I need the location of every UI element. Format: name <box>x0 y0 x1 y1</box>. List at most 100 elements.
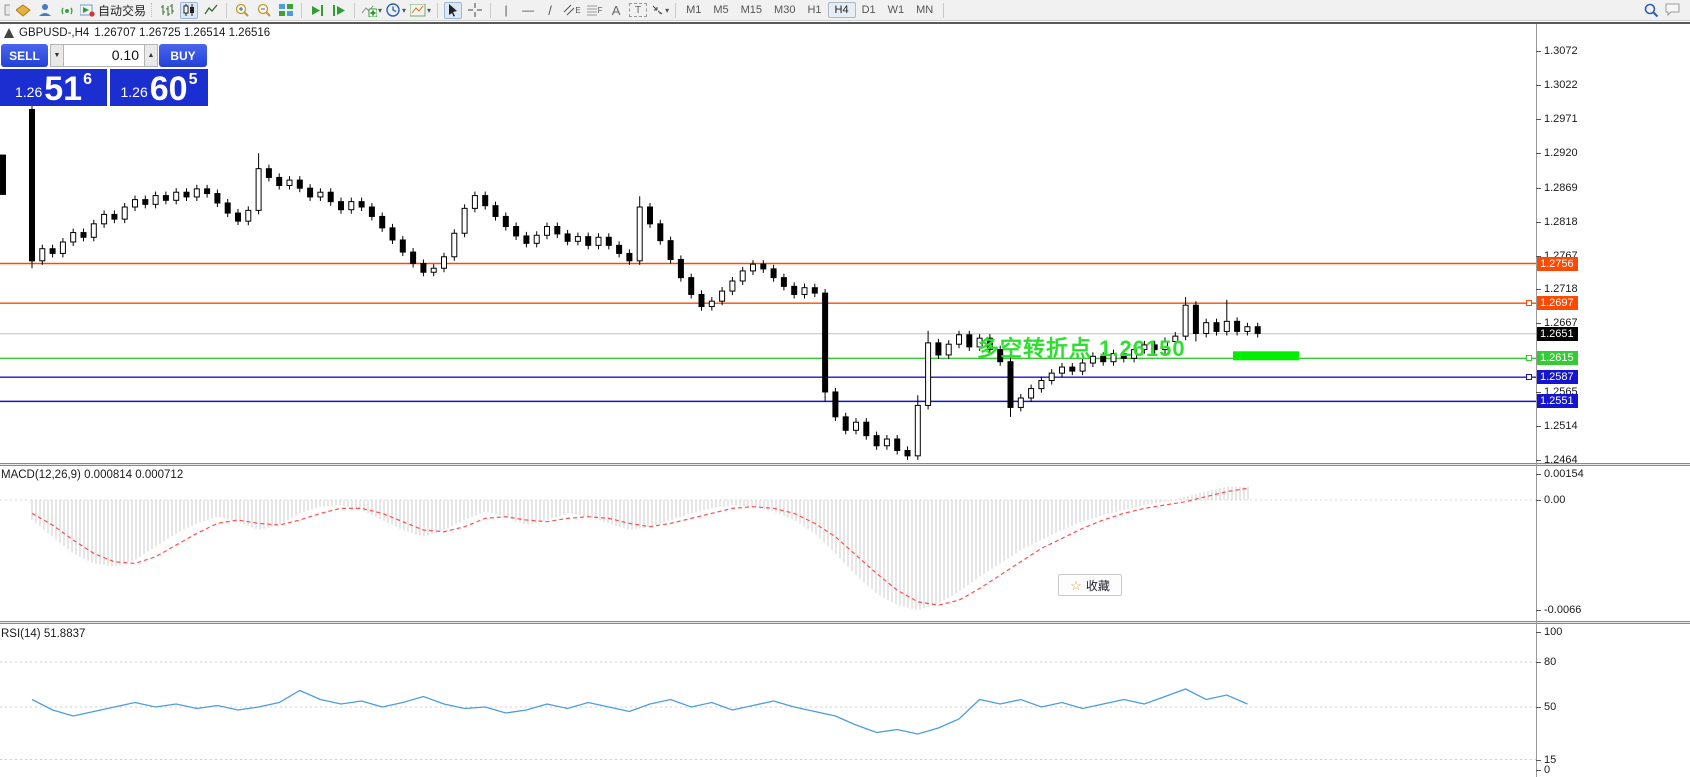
channel-tool[interactable]: E <box>563 2 581 19</box>
arrows-tool[interactable]: ▾ <box>651 2 669 19</box>
signals-icon[interactable] <box>58 2 76 19</box>
sell-button[interactable]: SELL <box>1 44 48 67</box>
candle-body <box>574 236 581 242</box>
axis-tick <box>1536 426 1541 428</box>
level-price-tag[interactable]: 1.2551 <box>1537 394 1578 409</box>
level-price-tag[interactable]: 1.2615 <box>1537 351 1578 366</box>
candle-body <box>121 206 128 220</box>
candle-body <box>368 206 375 217</box>
chart-area[interactable] <box>0 24 1690 777</box>
bid-price-tag[interactable]: 1.2651 <box>1537 326 1578 341</box>
candle-body <box>842 416 849 431</box>
timeframe-w1[interactable]: W1 <box>887 4 905 16</box>
chart-shift-icon[interactable] <box>330 2 348 19</box>
horizontal-line-tool[interactable]: — <box>522 3 535 17</box>
line-drag-handle[interactable] <box>1526 355 1532 362</box>
timeframe-m5[interactable]: M5 <box>713 4 729 16</box>
vertical-line-tool[interactable]: | <box>504 3 508 17</box>
bar-chart-type-icon[interactable] <box>158 2 176 19</box>
periods-icon[interactable]: ▾ <box>386 2 406 19</box>
level-price-tag[interactable]: 1.2697 <box>1537 296 1578 311</box>
candle-body <box>677 258 684 279</box>
candle-body <box>286 179 293 186</box>
cursor-tool-icon[interactable] <box>444 1 463 19</box>
autotrading-button[interactable]: 自动交易 <box>80 2 146 19</box>
zoom-in-icon[interactable] <box>233 2 251 19</box>
text-tool[interactable]: A <box>611 2 621 18</box>
buy-price-sup: 5 <box>188 71 198 88</box>
axis-tick <box>1536 662 1541 663</box>
one-click-trading-panel: SELL ▼ 0.10 ▲ BUY 1.26 51 6 1.26 60 5 <box>0 44 208 106</box>
candle-body <box>976 337 983 348</box>
autotrading-label: 自动交易 <box>98 3 147 18</box>
tile-windows-icon[interactable] <box>277 2 295 19</box>
volume-input[interactable]: 0.10 <box>64 44 144 67</box>
candlestick-type-icon[interactable] <box>180 1 199 19</box>
templates-icon[interactable]: ▾ <box>410 2 431 19</box>
candle-body <box>533 234 540 244</box>
crosshair-tool-icon[interactable] <box>466 2 484 19</box>
candle-body <box>780 277 787 287</box>
buy-price-button[interactable]: 1.26 60 5 <box>110 69 208 106</box>
candle-body <box>1244 326 1251 332</box>
level-price-tag[interactable]: 1.2756 <box>1537 256 1578 271</box>
line-drag-handle[interactable] <box>1526 374 1532 381</box>
volume-down-button[interactable]: ▼ <box>50 44 64 67</box>
timeframe-m15[interactable]: M15 <box>740 4 763 16</box>
partial-candle <box>0 154 6 195</box>
pane-divider-rsi[interactable] <box>0 621 1690 624</box>
trendline-tool[interactable]: / <box>548 2 552 18</box>
candle-body <box>626 252 633 262</box>
candle-body <box>904 449 911 457</box>
sell-price-big: 51 <box>44 70 83 108</box>
line-drag-handle[interactable] <box>1526 300 1532 307</box>
candle-body <box>1089 355 1096 364</box>
line-chart-type-icon[interactable] <box>202 2 220 19</box>
price-axis-border <box>1536 24 1537 777</box>
candle-body <box>791 285 798 295</box>
timeframe-h1[interactable]: H1 <box>807 4 822 16</box>
fibonacci-tool[interactable]: F <box>585 2 603 19</box>
chat-icon[interactable] <box>1664 2 1682 19</box>
candle-body <box>317 191 324 198</box>
candle-body <box>554 226 561 235</box>
new-order-partial-icon[interactable] <box>2 2 10 19</box>
arrows-caret[interactable]: ▾ <box>665 5 670 15</box>
search-icon[interactable] <box>1642 2 1660 19</box>
candle-body <box>451 232 458 258</box>
indicators-caret[interactable]: ▾ <box>378 5 383 15</box>
auto-scroll-icon[interactable] <box>308 2 326 19</box>
timeframe-mn[interactable]: MN <box>916 4 934 16</box>
sell-price-button[interactable]: 1.26 51 6 <box>0 69 107 106</box>
periods-caret[interactable]: ▾ <box>402 5 407 15</box>
pane-divider-macd[interactable] <box>0 463 1690 466</box>
candle-body <box>132 199 138 208</box>
chart-window-top-border <box>0 22 1690 24</box>
candle-body <box>1213 322 1220 332</box>
candle-body <box>832 391 839 418</box>
candle-body <box>265 168 272 178</box>
candle-body <box>1182 304 1189 337</box>
candle-body <box>616 244 623 254</box>
indicators-icon[interactable]: ▾ <box>361 2 382 19</box>
price-tick-label: 1.2718 <box>1544 283 1578 296</box>
candle-body <box>698 293 705 308</box>
timeframe-m1[interactable]: M1 <box>686 4 702 16</box>
level-price-tag[interactable]: 1.2587 <box>1537 370 1578 385</box>
deposit-icon[interactable] <box>14 2 32 19</box>
buy-button[interactable]: BUY <box>159 44 207 67</box>
volume-up-button[interactable]: ▲ <box>144 44 158 67</box>
price-tick-label: 1.2514 <box>1544 420 1578 433</box>
candle-body <box>1007 361 1014 408</box>
timeframe-m30[interactable]: M30 <box>774 4 796 16</box>
candle-body <box>245 209 252 222</box>
zoom-out-icon[interactable] <box>255 2 273 19</box>
profile-icon[interactable] <box>36 2 54 19</box>
text-label-tool[interactable]: T <box>629 3 648 17</box>
favorite-button[interactable]: ☆ 收藏 <box>1058 574 1122 596</box>
timeframe-h4[interactable]: H4 <box>827 2 856 18</box>
templates-caret[interactable]: ▾ <box>427 5 432 15</box>
timeframe-d1[interactable]: D1 <box>861 4 876 16</box>
candle-body <box>544 226 550 236</box>
